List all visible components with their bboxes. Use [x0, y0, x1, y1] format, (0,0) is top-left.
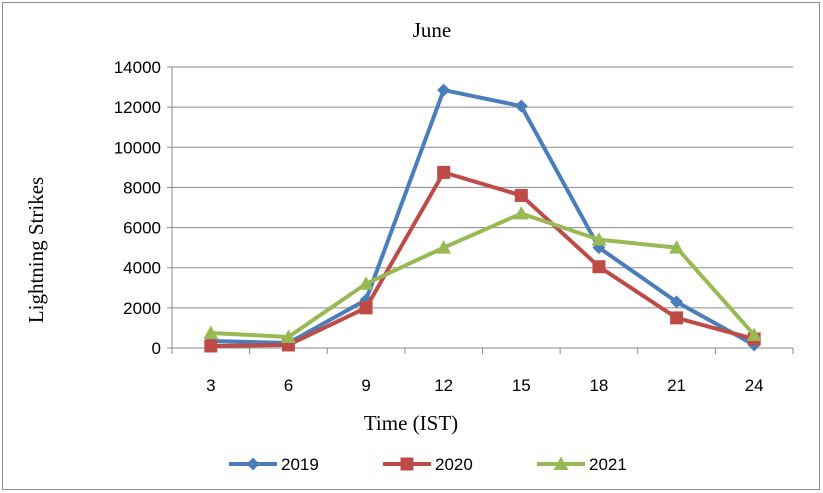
x-tick-label: 24 — [745, 376, 764, 395]
y-tick-label: 8000 — [123, 178, 161, 197]
legend-item-2021: 2021 — [537, 455, 627, 474]
data-point-2020 — [670, 311, 684, 325]
data-point-2021 — [358, 276, 374, 290]
legend-item-2020: 2020 — [383, 455, 473, 474]
series-line-2019 — [210, 88, 756, 347]
legend-label: 2019 — [281, 455, 319, 474]
data-point-2021 — [591, 232, 607, 246]
data-point-2021 — [280, 329, 296, 343]
data-point-2020 — [437, 165, 451, 179]
legend: 2019 2020 2021 — [229, 455, 627, 474]
data-point-2021 — [436, 240, 452, 254]
x-axis-label: Time (IST) — [364, 411, 458, 435]
series-line-2020 — [210, 170, 755, 348]
series-2019 — [204, 83, 761, 352]
legend-marker — [553, 456, 569, 470]
axes — [167, 66, 794, 354]
y-tick-label: 4000 — [123, 259, 161, 278]
legend-marker — [400, 457, 414, 471]
data-point-2019 — [437, 83, 451, 97]
data-point-2021 — [669, 240, 685, 254]
y-tick-label: 14000 — [114, 58, 161, 77]
legend-label: 2020 — [435, 455, 473, 474]
data-point-2020 — [204, 339, 218, 353]
x-tick-label: 21 — [667, 376, 686, 395]
data-point-2021 — [203, 325, 219, 339]
legend-label: 2021 — [589, 455, 627, 474]
data-point-2020 — [514, 188, 528, 202]
y-axis-label: Lightning Strikes — [24, 177, 48, 323]
x-tick-label: 9 — [361, 376, 370, 395]
x-tick-label: 15 — [512, 376, 531, 395]
x-tick-label: 3 — [206, 376, 215, 395]
data-point-2020 — [592, 260, 606, 274]
legend-marker — [246, 457, 260, 471]
series-lines — [203, 83, 762, 353]
y-tick-label: 12000 — [114, 98, 161, 117]
x-tick-label: 6 — [284, 376, 293, 395]
y-tick-label: 6000 — [123, 219, 161, 238]
data-point-2019 — [670, 295, 684, 309]
data-point-2021 — [746, 327, 762, 341]
y-tick-label: 0 — [152, 339, 161, 358]
data-point-2019 — [514, 99, 528, 113]
x-tick-label: 12 — [434, 376, 453, 395]
data-point-2021 — [513, 206, 529, 220]
chart-title: June — [413, 18, 452, 42]
y-tick-label: 2000 — [123, 299, 161, 318]
series-2021 — [203, 206, 762, 343]
y-tick-label: 10000 — [114, 138, 161, 157]
series-line-2021 — [210, 211, 756, 339]
series-2020 — [204, 165, 761, 353]
tick-labels: 0 2000 4000 6000 8000 10000 12000 14000 3 6 9 12 15 1… — [114, 58, 764, 395]
data-point-2020 — [359, 301, 373, 315]
legend-item-2019: 2019 — [229, 455, 319, 474]
x-tick-label: 18 — [589, 376, 608, 395]
